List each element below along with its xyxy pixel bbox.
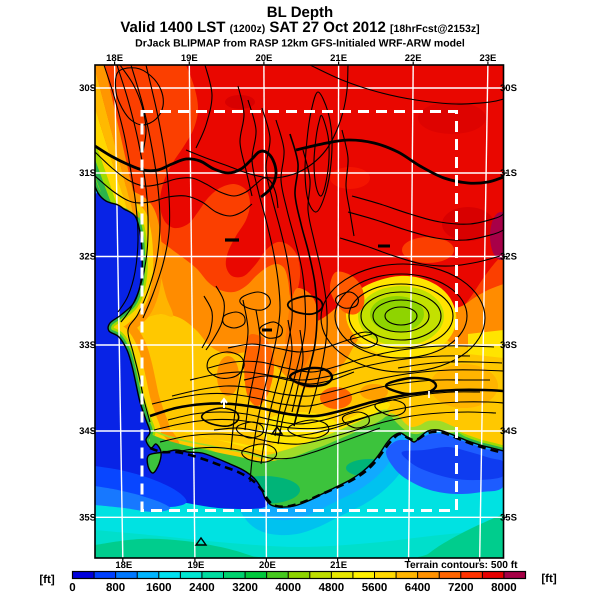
svg-text:23E: 23E [479, 53, 496, 64]
svg-text:DrJack BLIPMAP from RASP 12km: DrJack BLIPMAP from RASP 12km GFS-Initia… [135, 38, 465, 50]
svg-text:800: 800 [106, 582, 125, 594]
svg-text:1600: 1600 [146, 582, 172, 594]
svg-text:5600: 5600 [362, 582, 388, 594]
svg-text:4000: 4000 [275, 582, 301, 594]
svg-text:33S: 33S [79, 340, 96, 351]
svg-text:31S: 31S [500, 168, 517, 179]
svg-text:Terrain contours: 500 ft: Terrain contours: 500 ft [404, 560, 518, 571]
svg-text:18E: 18E [115, 560, 132, 571]
svg-text:7200: 7200 [448, 582, 474, 594]
svg-text:BL Depth: BL Depth [267, 4, 333, 21]
svg-text:[ft]: [ft] [39, 574, 54, 586]
svg-text:31S: 31S [79, 168, 96, 179]
svg-text:21E: 21E [330, 53, 347, 64]
svg-text:32S: 32S [500, 252, 517, 263]
svg-text:30S: 30S [79, 83, 96, 94]
svg-text:4800: 4800 [319, 582, 345, 594]
svg-text:32S: 32S [79, 252, 96, 263]
svg-text:21E: 21E [330, 560, 347, 571]
svg-text:6400: 6400 [405, 582, 431, 594]
svg-text:3200: 3200 [232, 582, 258, 594]
svg-text:35S: 35S [79, 512, 96, 523]
svg-text:35S: 35S [500, 512, 517, 523]
svg-text:19E: 19E [187, 560, 204, 571]
svg-text:34S: 34S [79, 426, 96, 437]
svg-text:18E: 18E [106, 53, 123, 64]
svg-text:Valid 1400 LST (1200z) SAT 27: Valid 1400 LST (1200z) SAT 27 Oct 2012 [… [120, 19, 479, 36]
svg-text:22E: 22E [405, 53, 422, 64]
svg-text:0: 0 [69, 582, 75, 594]
svg-text:33S: 33S [500, 340, 517, 351]
svg-text:[ft]: [ft] [541, 573, 556, 585]
svg-text:2400: 2400 [189, 582, 215, 594]
svg-text:30S: 30S [500, 83, 517, 94]
svg-text:19E: 19E [181, 53, 198, 64]
svg-text:8000: 8000 [491, 582, 517, 594]
svg-text:20E: 20E [255, 53, 272, 64]
svg-text:34S: 34S [500, 426, 517, 437]
svg-text:20E: 20E [259, 560, 276, 571]
